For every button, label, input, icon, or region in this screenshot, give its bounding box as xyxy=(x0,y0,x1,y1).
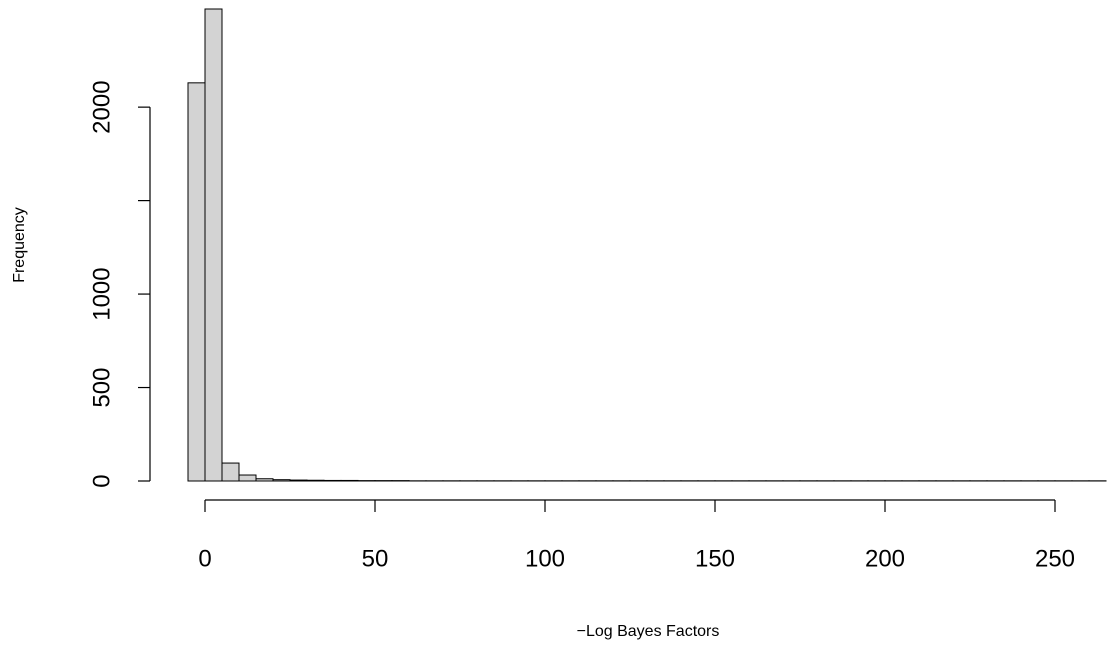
x-tick-label: 200 xyxy=(865,545,905,572)
x-tick-label: 0 xyxy=(198,545,211,572)
x-tick-label: 100 xyxy=(525,545,565,572)
y-tick-label: 1000 xyxy=(88,267,115,320)
bar xyxy=(204,8,223,482)
x-axis-label: −Log Bayes Factors xyxy=(577,623,720,640)
bar xyxy=(187,82,206,482)
bar xyxy=(323,479,342,482)
bar xyxy=(289,479,308,482)
x-tick-label: 250 xyxy=(1035,545,1075,572)
bar xyxy=(306,479,325,482)
y-tick-label: 0 xyxy=(88,474,115,487)
y-tick-label: 500 xyxy=(88,368,115,408)
bar xyxy=(255,478,274,482)
x-tick-label: 150 xyxy=(695,545,735,572)
x-tick-label: 50 xyxy=(362,545,389,572)
bar xyxy=(221,462,240,482)
y-axis-label: Frequency xyxy=(11,207,28,283)
bar xyxy=(238,474,257,482)
y-tick-label: 2000 xyxy=(88,80,115,133)
bar xyxy=(340,479,359,482)
bar xyxy=(272,479,291,482)
